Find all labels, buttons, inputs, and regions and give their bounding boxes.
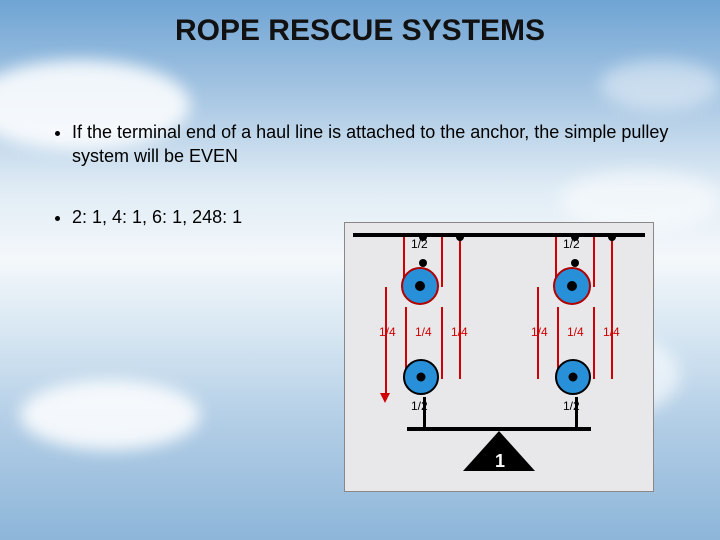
pulley-diagram: 1 1/2 1/2 1/2 1/2 1/4 1/4 1/4 1/4 1/4 1/4 <box>344 222 654 492</box>
half-label: 1/2 <box>563 237 580 251</box>
rope <box>441 237 443 287</box>
rope <box>441 307 443 379</box>
rope <box>611 237 613 379</box>
bullet-item: If the terminal end of a haul line is at… <box>72 120 676 169</box>
rope <box>593 237 595 287</box>
pulley <box>401 267 439 305</box>
arrow <box>380 393 390 403</box>
rope <box>459 237 461 379</box>
half-label: 1/2 <box>411 237 428 251</box>
load-label: 1 <box>495 451 505 472</box>
q-label: 1/4 <box>415 325 432 339</box>
rope <box>593 307 595 379</box>
q-label: 1/4 <box>567 325 584 339</box>
attach-dot <box>419 259 427 267</box>
half-label: 1/2 <box>411 399 428 413</box>
lower-pulley <box>555 359 591 395</box>
q-label: 1/4 <box>603 325 620 339</box>
attach-dot <box>456 233 464 241</box>
pulley <box>553 267 591 305</box>
lower-pulley <box>403 359 439 395</box>
page-title: ROPE RESCUE SYSTEMS <box>0 14 720 48</box>
rope <box>385 287 387 393</box>
attach-dot <box>608 233 616 241</box>
q-label: 1/4 <box>451 325 468 339</box>
anchor-bar <box>353 233 645 237</box>
q-label: 1/4 <box>531 325 548 339</box>
attach-dot <box>571 259 579 267</box>
half-label: 1/2 <box>563 399 580 413</box>
q-label: 1/4 <box>379 325 396 339</box>
